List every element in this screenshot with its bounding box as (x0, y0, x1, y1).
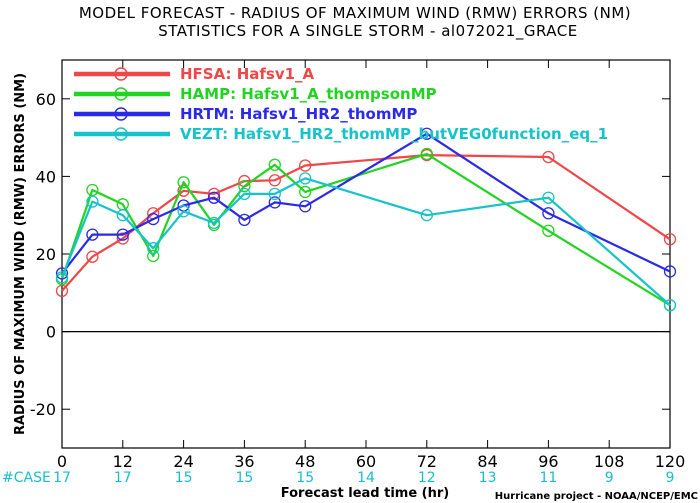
data-point (299, 185, 312, 199)
case-count: 9 (666, 470, 675, 486)
x-axis-label: Forecast lead time (hr) (281, 486, 449, 501)
legend-marker (114, 67, 128, 81)
case-count: 13 (479, 470, 497, 486)
data-point (207, 216, 221, 230)
series-line (61, 132, 671, 275)
legend-marker (114, 127, 128, 141)
data-point (147, 249, 160, 263)
data-point (207, 191, 221, 204)
data-point (55, 267, 69, 280)
y-tick-label: 20 (36, 245, 56, 264)
series-line (60, 177, 671, 307)
series-2 (55, 127, 677, 280)
data-point (116, 228, 129, 241)
x-tick-label: 84 (477, 452, 497, 471)
legend-label: HRTM: Hafsv1_HR2_thomMP (180, 105, 417, 123)
data-point (663, 233, 677, 246)
series-line (61, 154, 671, 292)
case-count: 11 (539, 470, 557, 486)
case-count: 9 (605, 470, 614, 486)
data-point (542, 150, 555, 164)
data-point (268, 174, 281, 187)
credit-text: Hurricane project - NOAA/NCEP/EMC (495, 491, 698, 502)
legend-marker (114, 107, 128, 121)
y-axis-ticks: -20 0 20 40 60 (30, 90, 670, 419)
data-point (86, 195, 99, 208)
legend-label: HAMP: Hafsv1_A_thompsonMP (180, 85, 437, 103)
data-point (268, 187, 281, 201)
data-point (147, 212, 160, 226)
x-tick-label: 108 (594, 452, 625, 471)
data-point (177, 176, 190, 189)
x-tick-label: 120 (655, 452, 686, 471)
data-point (268, 158, 281, 171)
data-point (55, 271, 69, 284)
case-counts: 17 17 15 15 15 14 12 13 11 9 9 (53, 470, 674, 486)
data-point (116, 209, 129, 222)
case-count: 15 (175, 470, 193, 486)
y-tick-label: -20 (30, 400, 56, 419)
data-point (147, 242, 160, 255)
data-point (420, 127, 433, 140)
data-point (663, 299, 677, 312)
x-tick-label: 12 (113, 452, 133, 471)
chart-title: MODEL FORECAST - RADIUS OF MAXIMUM WIND … (79, 4, 631, 22)
data-point (420, 209, 433, 222)
x-tick-label: 72 (417, 452, 437, 471)
x-tick-label: 96 (538, 452, 558, 471)
data-point (268, 196, 281, 209)
x-axis-ticks: 0 12 24 36 48 60 72 84 96 108 120 (57, 60, 685, 471)
data-point (663, 265, 677, 278)
series-3 (55, 172, 677, 312)
data-point (420, 147, 433, 161)
data-point (86, 250, 99, 263)
data-point (542, 224, 555, 237)
case-count: 17 (114, 470, 132, 486)
data-point (238, 213, 251, 227)
legend-label: VEZT: Hafsv1_HR2_thomMP_butVEG0function_… (180, 125, 608, 143)
data-point (299, 159, 312, 172)
data-point (86, 228, 99, 241)
case-label: #CASE (2, 470, 51, 486)
data-point (207, 187, 221, 201)
data-point (299, 200, 312, 213)
x-tick-label: 24 (173, 452, 193, 471)
data-point (299, 172, 312, 185)
legend: HFSA: Hafsv1_A HAMP: Hafsv1_A_thompsonMP H… (74, 65, 608, 143)
data-point (116, 232, 129, 245)
legend-marker (114, 87, 128, 101)
y-tick-label: 60 (36, 90, 56, 109)
case-count: 17 (53, 470, 71, 486)
case-count: 12 (418, 470, 436, 486)
data-point (238, 179, 251, 193)
y-tick-label: 0 (46, 323, 56, 342)
data-point (542, 191, 555, 204)
data-point (542, 207, 555, 220)
y-tick-label: 40 (36, 167, 56, 186)
x-tick-label: 60 (356, 452, 376, 471)
chart-subtitle: STATISTICS FOR A SINGLE STORM - al072021… (158, 22, 577, 41)
y-axis-label: RADIUS OF MAXIMUM WIND (RMW) ERRORS (NM) (13, 73, 28, 435)
data-point (177, 205, 190, 218)
legend-label: HFSA: Hafsv1_A (180, 65, 315, 83)
case-count: 15 (235, 470, 253, 486)
case-count: 14 (357, 470, 375, 486)
x-tick-label: 48 (295, 452, 315, 471)
x-tick-label: 36 (234, 452, 254, 471)
series-lines (55, 127, 677, 312)
case-count: 15 (296, 470, 314, 486)
data-point (238, 187, 251, 201)
x-tick-label: 0 (57, 452, 67, 471)
